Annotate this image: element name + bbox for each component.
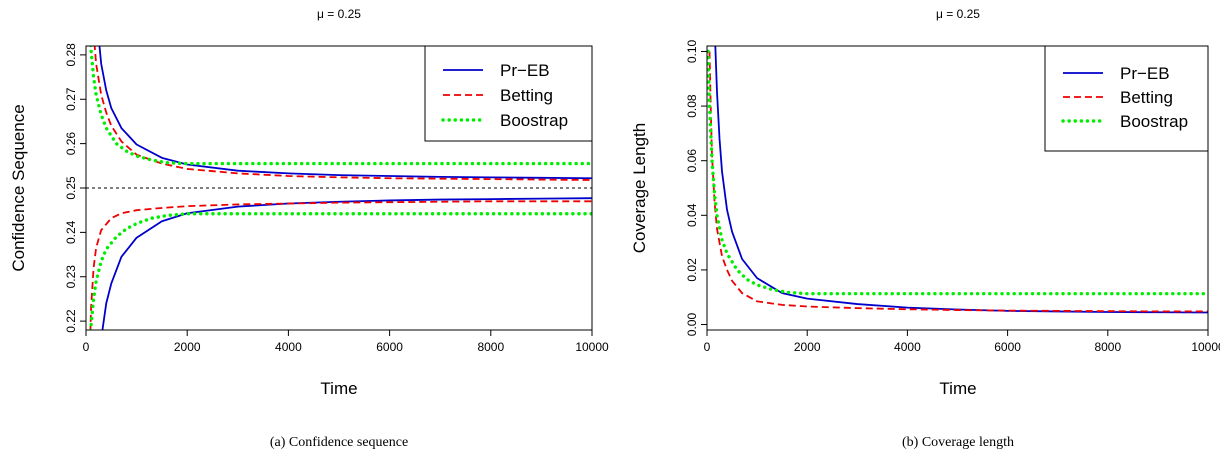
x-tick-label: 0: [83, 340, 90, 354]
series-layer: [707, 46, 1208, 314]
x-axis: 0 2000 4000 6000 8000 10000: [83, 330, 609, 354]
series-line-betting-lower: [89, 200, 592, 330]
legend-label: Pr−EB: [500, 61, 550, 80]
panel-coverage-length: μ = 0.25 Coverage Length Time (b) Covera…: [630, 7, 1220, 450]
y-tick-label: 0.08: [685, 94, 699, 118]
series-line-boostrap-upper: [89, 46, 592, 166]
y-tick-label: 0.23: [64, 265, 78, 289]
plot-title: μ = 0.25: [936, 7, 980, 21]
y-axis-label: Confidence Sequence: [9, 104, 28, 271]
y-tick-label: 0.26: [64, 132, 78, 156]
x-tick-label: 10000: [1191, 340, 1220, 354]
y-tick-label: 0.25: [64, 176, 78, 200]
plot-title: μ = 0.25: [317, 7, 361, 21]
x-axis: 0 2000 4000 6000 8000 10000: [704, 330, 1220, 354]
legend: Pr−EB Betting Boostrap: [1044, 45, 1209, 152]
legend-label: Boostrap: [1120, 112, 1188, 131]
legend-box: [1044, 45, 1209, 152]
legend-label: Betting: [1120, 88, 1173, 107]
y-tick-label: 0.04: [685, 203, 699, 227]
legend-label: Boostrap: [500, 111, 568, 130]
y-tick-label: 0.06: [685, 149, 699, 173]
x-tick-label: 10000: [575, 340, 609, 354]
y-tick-label: 0.00: [685, 313, 699, 337]
x-tick-label: 6000: [994, 340, 1021, 354]
legend: Pr−EB Betting Boostrap: [424, 45, 593, 142]
series-line-boostrap: [707, 49, 1208, 296]
y-axis: 0.00 0.02 0.04 0.06 0.08 0.10: [685, 39, 707, 336]
x-axis-label: Time: [320, 379, 357, 398]
y-axis-label: Coverage Length: [630, 123, 649, 253]
y-tick-label: 0.10: [685, 39, 699, 63]
figure-caption: (b) Coverage length: [902, 435, 1014, 450]
plot-frame: [706, 45, 1209, 331]
figure-caption: (a) Confidence sequence: [270, 435, 408, 450]
x-tick-label: 0: [704, 340, 711, 354]
legend-box: [424, 45, 593, 142]
panel-confidence-sequence: μ = 0.25 Confidence Sequence Time (a) Co…: [9, 7, 609, 450]
y-tick-label: 0.22: [64, 309, 78, 333]
x-tick-label: 2000: [794, 340, 821, 354]
series-line-betting-upper: [93, 46, 592, 181]
series-layer: [86, 46, 592, 330]
x-tick-label: 8000: [1094, 340, 1121, 354]
x-tick-label: 2000: [174, 340, 201, 354]
y-tick-label: 0.24: [64, 220, 78, 244]
x-tick-label: 6000: [376, 340, 403, 354]
y-tick-label: 0.02: [685, 258, 699, 282]
y-tick-label: 0.28: [64, 43, 78, 67]
series-line-boostrap-lower: [88, 212, 592, 330]
x-axis-label: Time: [939, 379, 976, 398]
legend-label: Betting: [500, 86, 553, 105]
y-tick-label: 0.27: [64, 87, 78, 111]
x-tick-label: 4000: [894, 340, 921, 354]
plot-frame: [85, 45, 593, 331]
series-line-betting: [708, 51, 1208, 313]
x-tick-label: 4000: [275, 340, 302, 354]
x-tick-label: 8000: [477, 340, 504, 354]
y-axis: 0.22 0.23 0.24 0.25 0.26 0.27 0.28: [64, 43, 86, 333]
series-line-pr-eb-upper: [98, 46, 592, 180]
legend-label: Pr−EB: [1120, 64, 1170, 83]
